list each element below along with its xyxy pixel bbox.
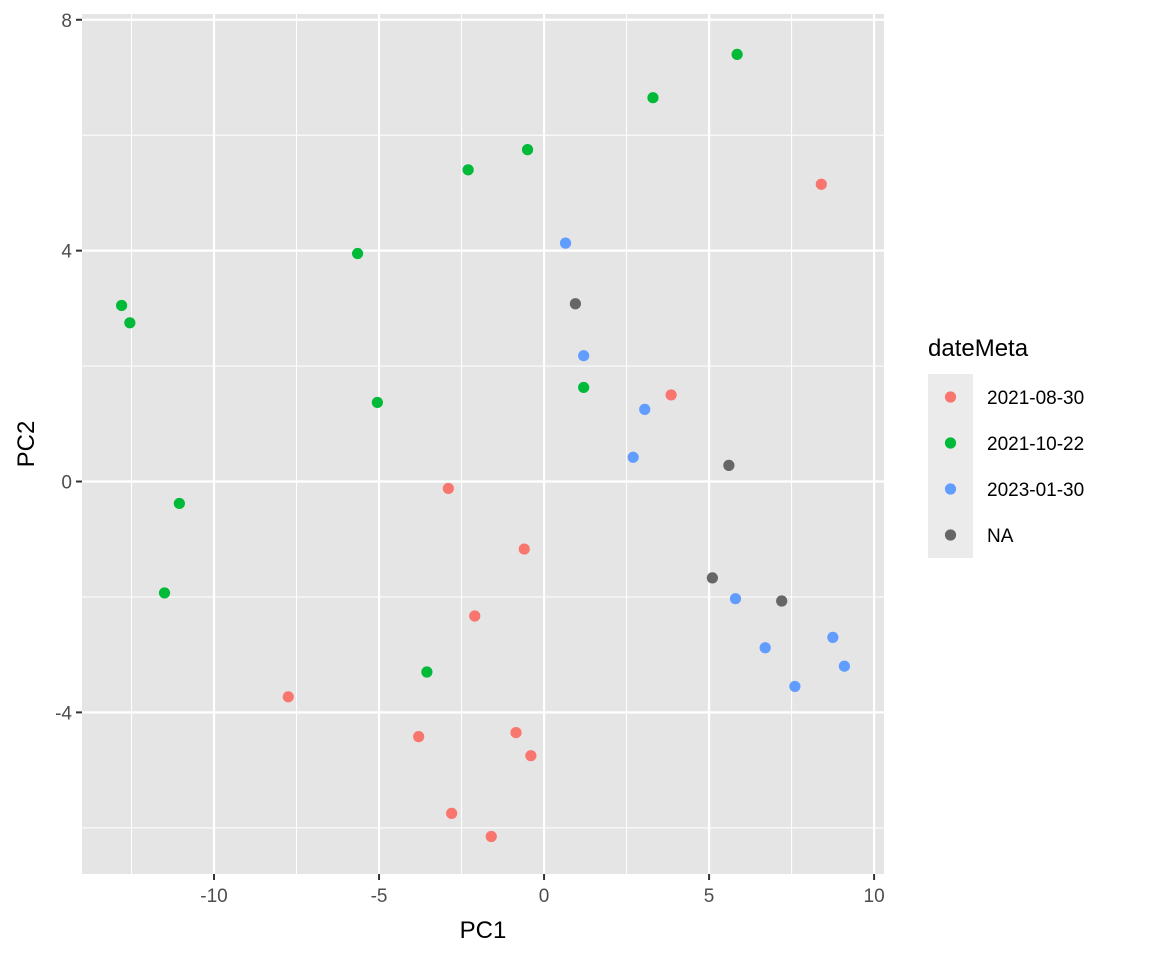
x-tick-label: -10 <box>200 886 227 907</box>
y-tick-label: -4 <box>55 703 72 724</box>
data-point <box>485 830 497 843</box>
data-point <box>706 572 718 584</box>
data-point <box>442 482 454 495</box>
x-tick-label: 10 <box>864 886 885 907</box>
legend-key-point <box>944 437 957 449</box>
data-point <box>421 666 433 678</box>
y-axis-ticks: -4 0 4 8 <box>55 11 82 724</box>
x-tick-label: -5 <box>371 886 388 907</box>
data-point <box>351 247 364 260</box>
x-axis-title: PC1 <box>460 917 507 944</box>
data-point <box>446 807 458 819</box>
data-point <box>789 680 801 693</box>
legend-key-point <box>944 391 957 403</box>
data-point <box>723 459 735 471</box>
data-point <box>158 587 171 599</box>
x-tick-label: 5 <box>704 886 715 907</box>
legend-key-point <box>944 483 957 495</box>
major-gridlines <box>82 14 884 874</box>
data-point <box>510 726 522 739</box>
data-point <box>413 731 425 743</box>
data-point <box>815 178 827 190</box>
data-point <box>665 389 677 401</box>
minor-gridlines <box>82 14 884 874</box>
y-tick-label: 0 <box>61 473 72 494</box>
data-point <box>518 543 530 555</box>
y-tick-label: 4 <box>61 242 72 263</box>
data-point <box>759 642 771 654</box>
data-point <box>639 403 651 415</box>
legend-label: 2023-01-30 <box>987 480 1084 501</box>
x-axis-ticks: -10 -5 0 5 10 <box>200 874 885 907</box>
data-point <box>469 610 481 622</box>
data-point <box>776 595 788 607</box>
legend: dateMeta 2021-08-30 2021-10-22 2023-01-30 N… <box>928 335 1084 558</box>
y-tick-label: 8 <box>61 11 72 32</box>
data-point <box>729 593 742 605</box>
legend-key-point <box>944 529 957 541</box>
data-point <box>116 299 128 312</box>
data-point <box>827 631 839 643</box>
data-point <box>569 298 582 310</box>
data-point <box>525 750 537 762</box>
data-point <box>559 237 572 249</box>
data-point <box>731 48 743 61</box>
plot-panel <box>82 14 884 874</box>
data-point <box>282 691 294 703</box>
legend-title: dateMeta <box>928 335 1029 362</box>
data-point <box>173 497 185 510</box>
x-tick-label: 0 <box>539 886 550 907</box>
data-points <box>116 48 850 843</box>
data-point <box>578 381 590 394</box>
data-point <box>578 350 590 362</box>
data-point <box>462 164 474 176</box>
data-point <box>124 317 136 329</box>
legend-label: NA <box>987 526 1014 547</box>
data-point <box>647 92 659 104</box>
data-point <box>627 451 639 463</box>
y-axis-title: PC2 <box>13 421 40 468</box>
data-point <box>521 144 534 156</box>
legend-label: 2021-08-30 <box>987 388 1084 409</box>
legend-label: 2021-10-22 <box>987 434 1084 455</box>
data-point <box>838 660 850 672</box>
data-point <box>371 396 383 409</box>
